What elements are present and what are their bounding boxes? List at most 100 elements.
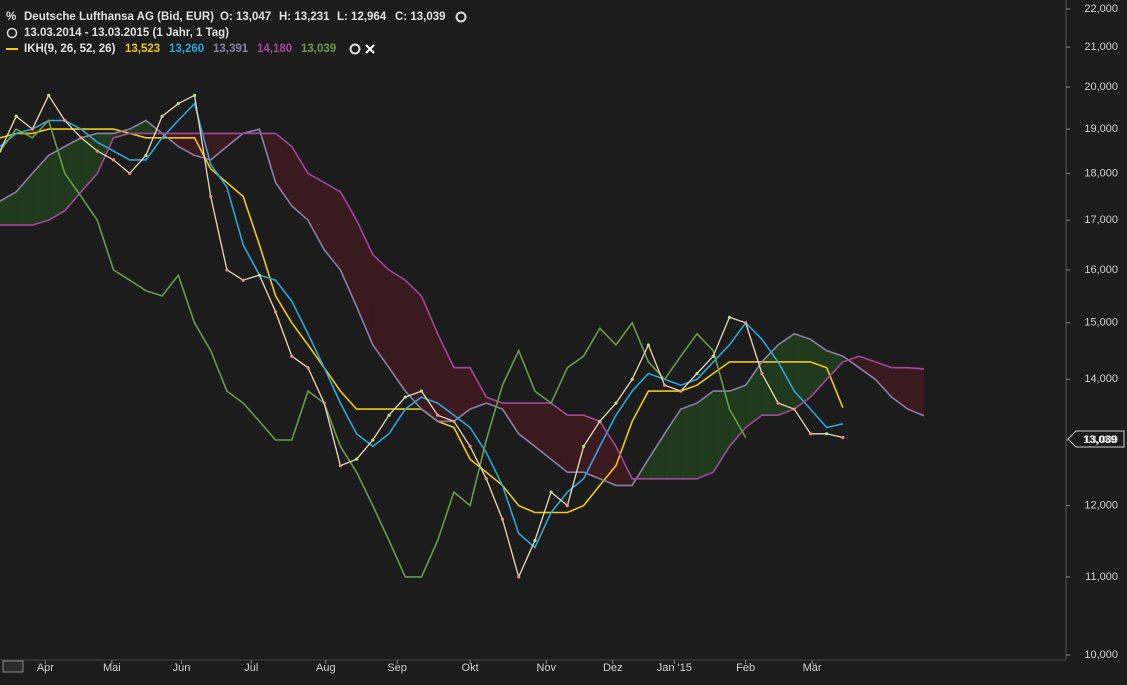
settings-button[interactable] [349,43,361,55]
cloud-segment [859,356,876,380]
price-point [290,354,294,358]
price-point [128,171,132,176]
price-point [322,401,326,405]
cloud-segment [680,403,698,479]
price-point [598,419,602,423]
price-tag-label: 13,039 [1083,434,1117,446]
y-tick-label: 13,000 [1084,434,1118,446]
price-point [500,517,505,521]
price-point [484,477,488,481]
cloud-segment [291,146,308,221]
indicator-line [0,119,925,487]
legend-entry: 13,523 [125,43,160,55]
y-tick-label: 21,000 [1084,41,1118,53]
cloud-segment [356,220,373,345]
x-tick-label: Jun [173,662,191,674]
cloud-segment [48,146,65,221]
price-point [630,377,634,381]
price-point [176,102,180,106]
cloud-segment [583,415,600,479]
price-point [111,158,116,162]
cloud-segment [664,409,681,479]
price-tag-box [1067,430,1125,448]
legend-entry: 13,039 [301,43,336,55]
price-point [695,371,699,376]
price-point [436,413,440,417]
x-tick-label: Dez [603,662,623,674]
cloud-segment [453,367,471,422]
x-tick-label: Feb [736,662,755,674]
price-point [549,490,553,494]
price-point [387,413,391,417]
y-tick-label: 15,000 [1084,317,1118,329]
y-tick-label: 20,000 [1084,81,1118,93]
cloud-segment [697,391,714,479]
indicator-line [0,118,747,578]
indicator-line [0,102,844,549]
price-point [533,538,537,543]
x-tick-label: Jul [244,662,258,674]
clock-icon [6,27,18,39]
price-point [581,444,586,448]
price-point [727,315,732,319]
price-point [371,438,375,442]
price-point [30,127,35,131]
ohlc: H: 13,231 [279,11,330,23]
x-tick-label: Jan '15 [657,662,692,674]
cloud-segment [826,350,843,380]
indicator-line [0,132,925,480]
cloud-segment [745,361,762,428]
chart-title: Deutsche Lufthansa AG (Bid, EUR) [24,11,214,23]
y-tick-label: 18,000 [1084,167,1118,179]
x-tick-label: Aug [316,662,336,674]
price-point [338,464,343,468]
y-tick-label: 19,000 [1084,123,1118,135]
cloud-segment [324,182,341,270]
cloud-segment [0,191,17,226]
price-point [711,354,715,358]
price-point [825,432,829,436]
price-point [776,401,780,405]
close-button[interactable] [365,44,375,54]
price-point [306,366,310,370]
cloud-segment [891,367,908,410]
cloud-segment [875,361,892,398]
cloud-segment [437,333,454,422]
price-point [663,383,667,387]
x-tick-label: Apr [37,662,54,674]
cloud-segment [778,333,795,416]
x-tick-label: Mär [803,662,822,674]
price-point [403,395,407,399]
cloud-segment [129,120,146,134]
price-point [160,114,164,118]
cloud-segment [551,403,568,473]
cloud-segment [567,415,584,473]
price-point [257,273,261,277]
cloud-segment [64,137,82,211]
cloud-segment [113,129,130,138]
ohlc: C: 13,039 [395,11,446,23]
y-tick-label: 12,000 [1084,500,1118,512]
price-point [79,136,83,140]
settings-button[interactable] [455,11,467,23]
indicator-name: IKH(9, 26, 52, 26) [24,43,116,55]
price-point [517,575,521,579]
cloud-segment [648,433,665,479]
price-point [209,194,213,199]
scroll-button[interactable] [2,660,24,673]
icon: % [6,11,16,23]
x-tick-label: Okt [462,662,479,674]
y-tick-label: 17,000 [1084,214,1118,226]
price-point [841,435,845,440]
y-tick-label: 14,000 [1084,373,1118,385]
price-point [744,321,748,325]
cloud-segment [794,333,811,410]
price-point [646,343,651,347]
price-point [808,432,813,436]
cloud-segment [307,173,325,250]
price-point [468,444,472,448]
cloud-segment [178,133,195,156]
cloud-segment [470,367,487,410]
